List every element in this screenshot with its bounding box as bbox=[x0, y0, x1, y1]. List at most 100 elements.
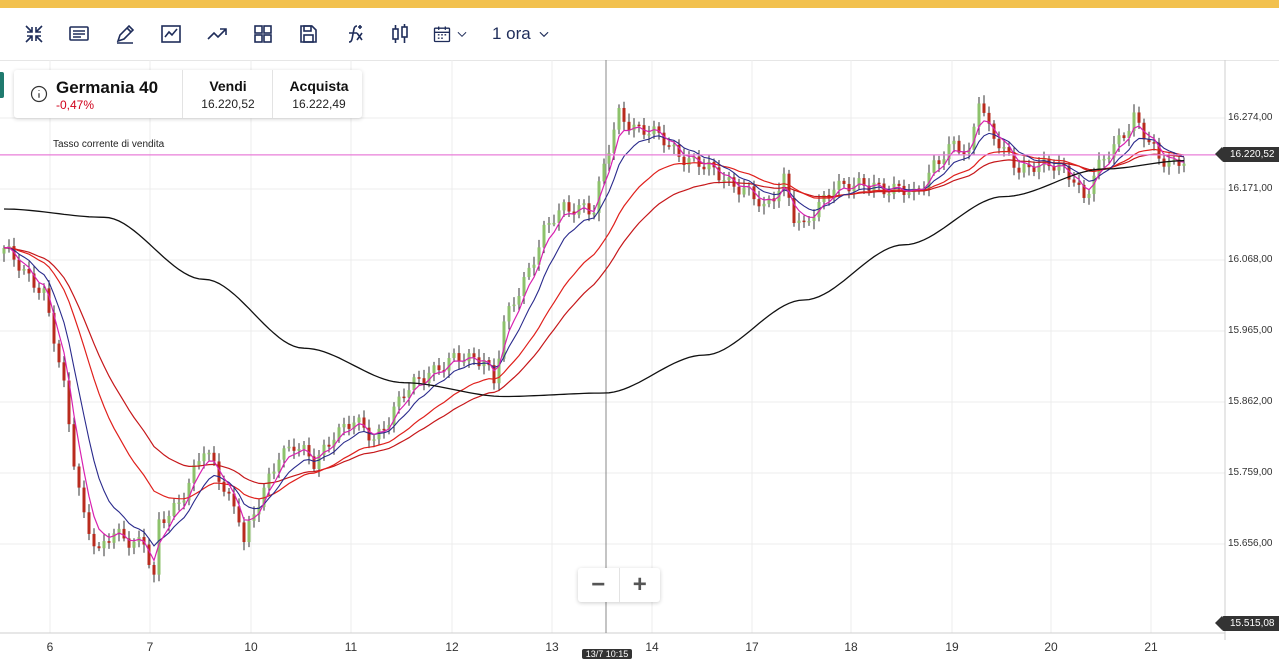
candle-up bbox=[542, 224, 546, 248]
y-tick-label: 16.274,00 bbox=[1228, 112, 1273, 123]
candle-down bbox=[787, 173, 791, 198]
candle-down bbox=[697, 156, 701, 167]
zoom-out-button[interactable]: − bbox=[591, 571, 606, 598]
moving-average-fast bbox=[3, 120, 1185, 562]
candle-up bbox=[277, 459, 281, 472]
chevron-down-icon bbox=[539, 31, 549, 38]
sell-button[interactable]: Vendi 16.220,52 bbox=[186, 78, 270, 111]
candle-up bbox=[377, 428, 381, 440]
candle-up bbox=[517, 296, 521, 305]
function-icon[interactable] bbox=[338, 18, 370, 50]
chart-toolbar: 1 ora bbox=[0, 8, 1279, 61]
chart-line-icon[interactable] bbox=[155, 18, 187, 50]
candle-up bbox=[392, 406, 396, 426]
candle-down bbox=[457, 353, 461, 362]
candle-up bbox=[372, 439, 376, 441]
candle-down bbox=[1027, 163, 1031, 168]
trend-icon[interactable] bbox=[201, 18, 233, 50]
draw-icon[interactable] bbox=[109, 18, 141, 50]
price-chart[interactable] bbox=[0, 60, 1279, 656]
candle-up bbox=[617, 107, 621, 130]
candle-up bbox=[812, 217, 816, 221]
sell-price: 16.220,52 bbox=[201, 97, 255, 111]
calendar-icon[interactable] bbox=[428, 18, 472, 50]
current-rate-label: Tasso corrente di vendita bbox=[53, 139, 165, 150]
candle-down bbox=[347, 423, 351, 429]
zoom-in-button[interactable]: + bbox=[618, 568, 661, 602]
candle-down bbox=[1072, 179, 1076, 183]
candle-up bbox=[357, 417, 361, 423]
candle-up bbox=[287, 446, 291, 449]
candle-down bbox=[62, 362, 66, 381]
sell-label: Vendi bbox=[209, 78, 247, 94]
candle-up bbox=[1057, 163, 1061, 171]
crosshair-time-label: 13/7 10:15 bbox=[582, 649, 632, 659]
buy-button[interactable]: Acquista 16.222,49 bbox=[276, 78, 362, 111]
side-tab[interactable] bbox=[0, 72, 4, 98]
current-price-badge: 16.220,52 bbox=[1215, 147, 1279, 163]
candle-up bbox=[1112, 144, 1116, 158]
collapse-icon[interactable] bbox=[18, 18, 50, 50]
candle-down bbox=[842, 180, 846, 184]
candle-up bbox=[157, 519, 161, 575]
candle-down bbox=[217, 461, 221, 482]
candle-down bbox=[682, 156, 686, 165]
candle-down bbox=[107, 541, 111, 543]
candle-up bbox=[1117, 135, 1121, 145]
candle-down bbox=[572, 211, 576, 215]
candle-up bbox=[272, 471, 276, 474]
candle-up bbox=[797, 220, 801, 224]
x-tick-label: 13 bbox=[545, 640, 559, 654]
candle-up bbox=[652, 126, 656, 135]
info-icon[interactable] bbox=[30, 85, 48, 103]
candle-down bbox=[897, 183, 901, 186]
y-tick-label: 16.068,00 bbox=[1228, 254, 1273, 265]
candle-up bbox=[692, 156, 696, 159]
candle-up bbox=[632, 124, 636, 131]
candle-down bbox=[802, 220, 806, 223]
candle-down bbox=[122, 528, 126, 539]
candle-up bbox=[647, 134, 651, 136]
candle-down bbox=[847, 183, 851, 192]
candle-up bbox=[1182, 163, 1186, 166]
instrument-quote-card: Germania 40 -0,47% Vendi 16.220,52 Acqui… bbox=[14, 70, 362, 118]
candle-up bbox=[932, 160, 936, 173]
candle-up bbox=[507, 306, 511, 322]
candle-up bbox=[182, 500, 186, 503]
candle-down bbox=[67, 380, 71, 425]
candle-up bbox=[317, 454, 321, 469]
save-icon[interactable] bbox=[292, 18, 324, 50]
candle-up bbox=[727, 177, 731, 181]
candle-down bbox=[162, 519, 166, 523]
candle-up bbox=[837, 180, 841, 190]
candle-up bbox=[352, 422, 356, 429]
candles-icon[interactable] bbox=[384, 18, 416, 50]
candle-up bbox=[537, 247, 541, 265]
candle-down bbox=[32, 273, 36, 288]
candle-down bbox=[212, 452, 216, 462]
x-tick-label: 11 bbox=[344, 640, 358, 654]
candle-up bbox=[447, 357, 451, 371]
candle-down bbox=[382, 428, 386, 431]
candle-down bbox=[477, 357, 481, 367]
candle-down bbox=[402, 396, 406, 399]
candle-up bbox=[1097, 159, 1101, 176]
candle-up bbox=[807, 220, 811, 223]
notes-icon[interactable] bbox=[63, 18, 95, 50]
moving-average-slow2 bbox=[3, 153, 1185, 485]
candle-up bbox=[1002, 147, 1006, 149]
candle-up bbox=[282, 448, 286, 460]
layout-grid-icon[interactable] bbox=[247, 18, 279, 50]
x-tick-label: 19 bbox=[945, 640, 959, 654]
y-tick-label: 16.171,00 bbox=[1228, 183, 1273, 194]
candle-up bbox=[852, 185, 856, 192]
candle-up bbox=[532, 264, 536, 268]
candle-up bbox=[767, 198, 771, 204]
candle-down bbox=[862, 178, 866, 186]
candle-up bbox=[177, 502, 181, 505]
candle-down bbox=[677, 144, 681, 157]
candle-up bbox=[2, 248, 6, 254]
candle-down bbox=[717, 167, 721, 181]
candle-down bbox=[1122, 135, 1126, 139]
timeframe-select[interactable]: 1 ora bbox=[492, 22, 551, 46]
